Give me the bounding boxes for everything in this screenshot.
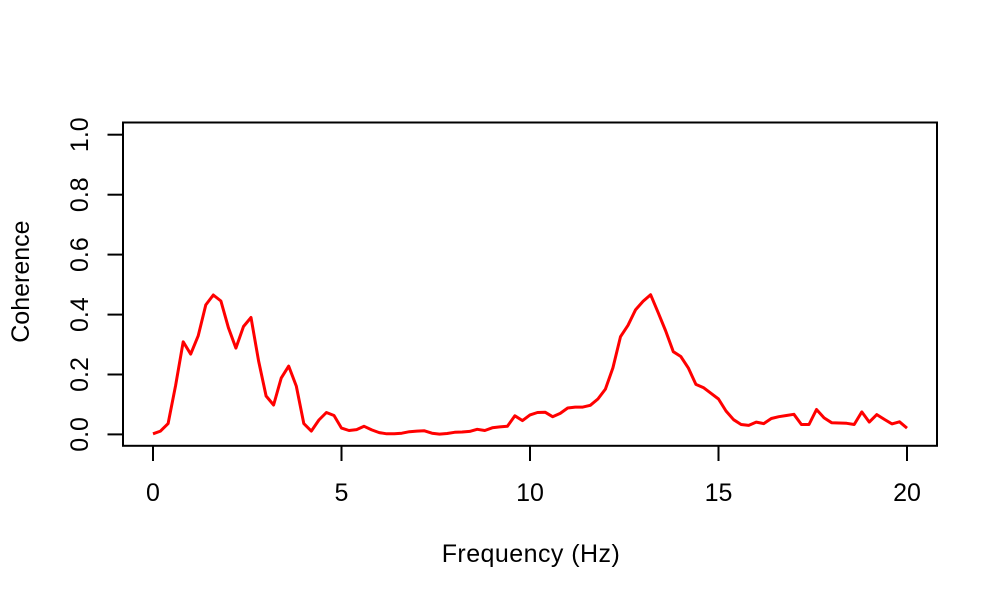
svg-text:Frequency (Hz): Frequency (Hz) — [442, 540, 621, 568]
svg-text:0: 0 — [146, 479, 160, 507]
svg-text:0.4: 0.4 — [66, 297, 94, 332]
svg-text:1.0: 1.0 — [66, 117, 94, 152]
svg-text:15: 15 — [705, 479, 733, 507]
svg-text:10: 10 — [516, 479, 544, 507]
svg-text:0.0: 0.0 — [66, 417, 94, 452]
svg-text:0.2: 0.2 — [66, 357, 94, 392]
svg-text:Coherence: Coherence — [7, 220, 35, 342]
svg-text:5: 5 — [335, 479, 349, 507]
svg-text:20: 20 — [893, 479, 921, 507]
svg-text:0.8: 0.8 — [66, 177, 94, 212]
svg-text:0.6: 0.6 — [66, 237, 94, 272]
